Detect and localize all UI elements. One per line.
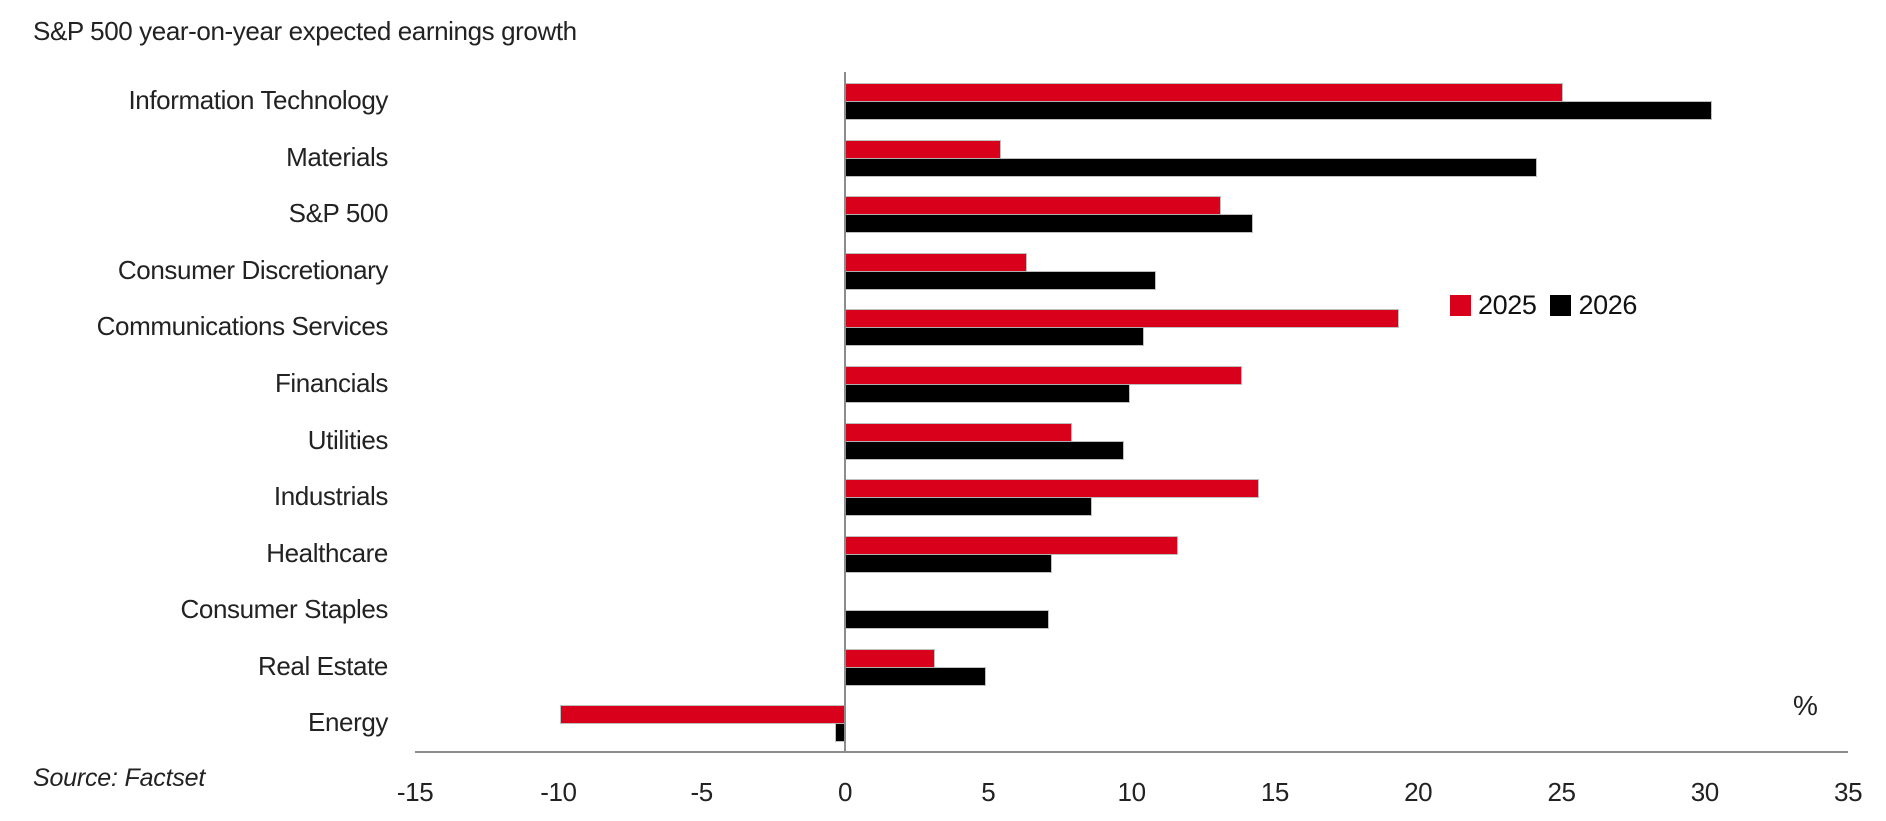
bar-2026	[844, 101, 1712, 120]
x-tick-label: 20	[1404, 777, 1433, 807]
bar-2026	[844, 440, 1124, 460]
bar-2025	[843, 309, 1400, 329]
category-label: Industrials	[273, 481, 389, 512]
bar-2026	[843, 610, 1050, 630]
x-tick-label: 30	[1690, 777, 1720, 807]
category-label: S&P 500	[288, 198, 389, 229]
x-axis-line	[415, 751, 1849, 753]
bar-2025	[844, 83, 1563, 102]
x-tick-label: 5	[981, 777, 996, 807]
x-tick-label: 0	[837, 777, 853, 807]
x-tick-label: 25	[1547, 777, 1576, 807]
bar-2026	[843, 327, 1145, 347]
bar-2026	[835, 723, 846, 743]
category-label: Utilities	[307, 424, 389, 455]
bar-2025	[844, 365, 1242, 385]
bar-2025	[844, 252, 1027, 272]
x-tick-label: -5	[690, 777, 714, 807]
category-label: Information Technology	[128, 85, 388, 115]
x-tick-label: -15	[396, 777, 434, 807]
bar-2025	[843, 535, 1179, 555]
chart-legend: 2025 2026	[1450, 290, 1637, 321]
x-tick-label: 35	[1834, 777, 1863, 807]
legend-label-2026: 2026	[1578, 290, 1637, 320]
legend-label-2025: 2025	[1478, 290, 1537, 320]
category-label: Energy	[308, 707, 388, 738]
bar-2025	[844, 139, 1001, 159]
category-label: Financials	[274, 367, 388, 398]
category-label: Consumer Staples	[180, 594, 389, 625]
legend-item-2026: 2026	[1550, 290, 1637, 321]
x-tick-label: 15	[1260, 777, 1290, 807]
bar-2025	[560, 705, 846, 725]
category-label: Consumer Discretionary	[117, 254, 388, 285]
chart-title: S&P 500 year-on-year expected earnings g…	[33, 16, 577, 46]
category-label: Real Estate	[257, 650, 388, 681]
bar-2025	[844, 479, 1259, 499]
bar-2026	[843, 553, 1053, 573]
source-note: Source: Factset	[33, 764, 206, 792]
bar-2026	[843, 666, 987, 686]
legend-item-2025: 2025	[1450, 290, 1537, 321]
axis-unit-label: %	[1793, 690, 1818, 721]
x-tick-label: 10	[1117, 777, 1147, 807]
legend-swatch-2026-icon	[1550, 295, 1572, 316]
category-label: Communications Services	[96, 311, 389, 342]
category-label: Healthcare	[266, 537, 388, 568]
x-tick-label: -10	[540, 777, 577, 807]
legend-swatch-2025-icon	[1450, 295, 1471, 316]
bar-2025	[843, 422, 1073, 442]
bar-2026	[844, 214, 1253, 234]
bar-2025	[844, 648, 935, 668]
bar-2026	[844, 270, 1156, 290]
category-label: Materials	[286, 141, 388, 172]
bar-2026	[844, 383, 1130, 403]
bar-2025	[843, 196, 1222, 216]
bar-2026	[844, 157, 1537, 177]
zero-axis-line	[844, 72, 846, 753]
bar-2026	[843, 497, 1093, 517]
